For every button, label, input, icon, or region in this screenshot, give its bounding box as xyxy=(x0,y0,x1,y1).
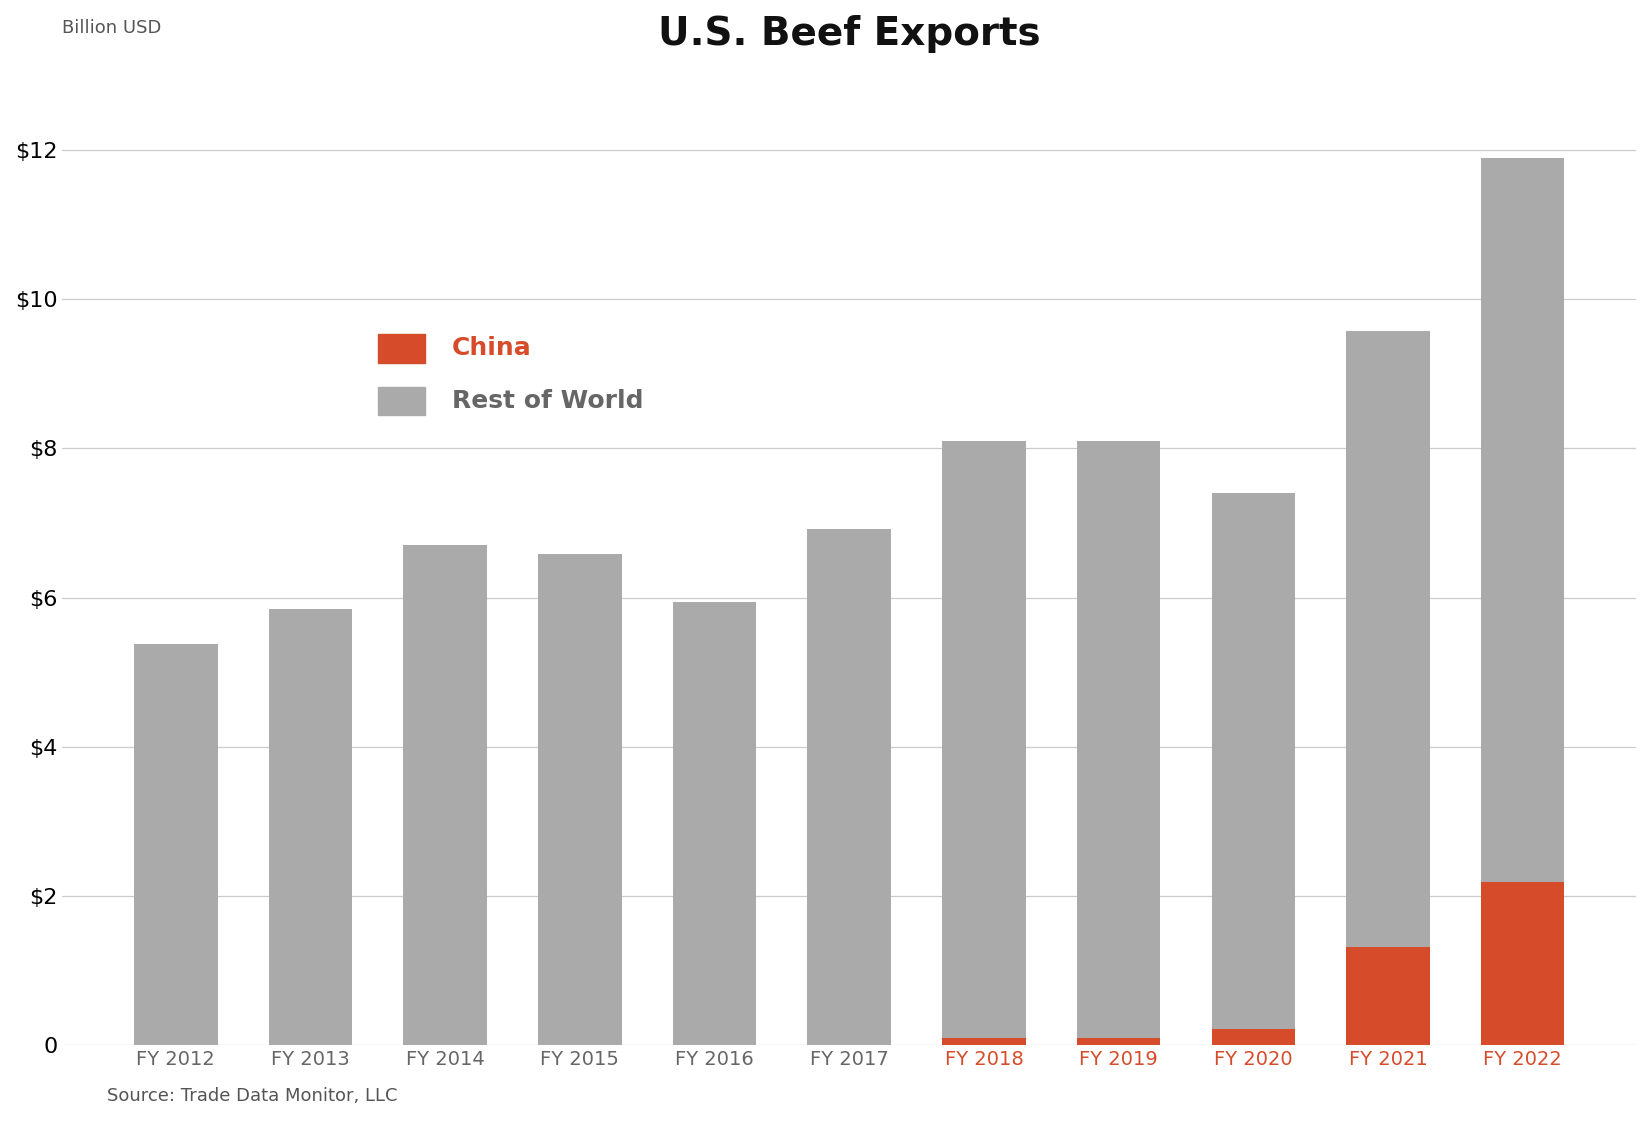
Bar xyxy=(943,441,1025,1038)
Bar xyxy=(1346,946,1430,1045)
Text: China: China xyxy=(452,336,532,360)
Bar xyxy=(943,1038,1025,1045)
Text: Billion USD: Billion USD xyxy=(63,19,162,37)
Bar xyxy=(1481,158,1565,883)
Text: Rest of World: Rest of World xyxy=(452,388,644,413)
Bar xyxy=(403,545,487,1045)
Bar xyxy=(1346,331,1430,946)
Bar xyxy=(269,610,352,1045)
Bar xyxy=(674,602,756,1045)
Title: U.S. Beef Exports: U.S. Beef Exports xyxy=(659,15,1040,53)
Bar xyxy=(1212,1029,1294,1045)
Bar xyxy=(1076,1038,1161,1045)
Text: Source: Trade Data Monitor, LLC: Source: Trade Data Monitor, LLC xyxy=(107,1087,398,1105)
Bar xyxy=(1076,441,1161,1038)
FancyBboxPatch shape xyxy=(378,334,424,362)
Bar xyxy=(1212,493,1294,1029)
FancyBboxPatch shape xyxy=(378,386,424,414)
Bar xyxy=(538,554,622,1045)
Bar xyxy=(134,644,218,1045)
Bar xyxy=(1481,883,1565,1045)
Bar xyxy=(807,530,892,1045)
